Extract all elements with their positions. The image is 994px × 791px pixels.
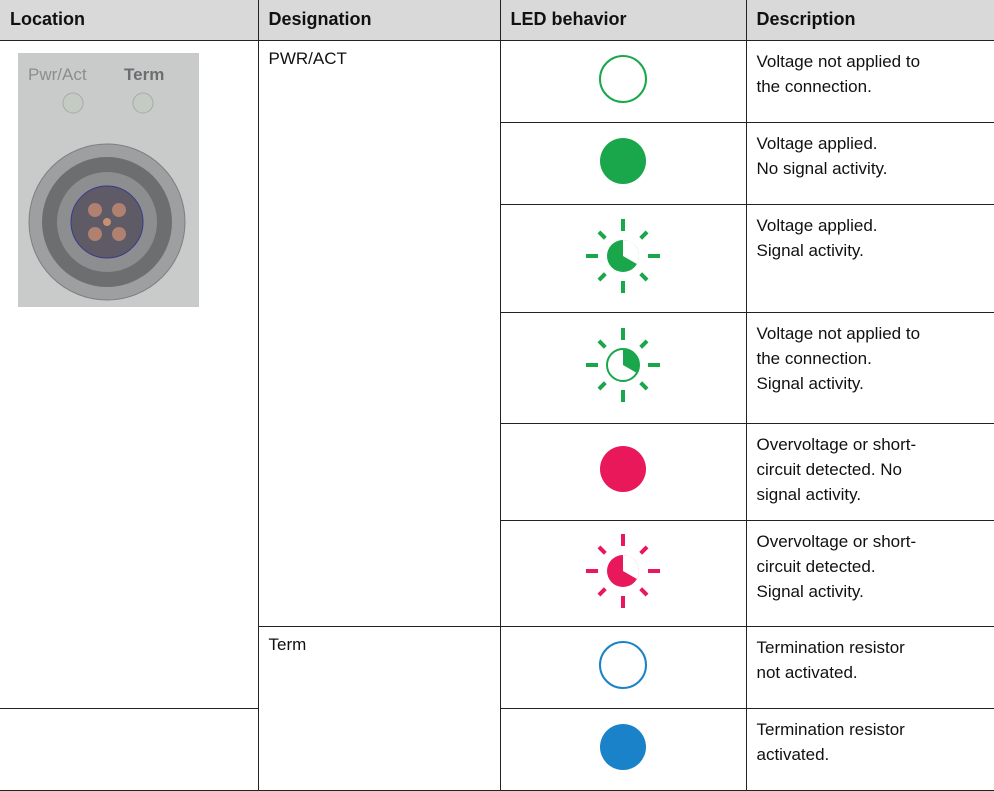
description-cell: Overvoltage or short-circuit detected. N… xyxy=(745,422,994,521)
connector-image: Pwr/Act Term xyxy=(18,52,199,307)
description-line: the connection. xyxy=(756,76,872,96)
description-cell: Voltage applied. Signal activity. xyxy=(745,203,994,313)
description-line: Signal activity. xyxy=(756,373,864,393)
led-pwr xyxy=(62,92,84,113)
led-cell xyxy=(499,707,747,791)
table-row: Voltage applied. Signal activity. xyxy=(0,203,994,313)
header-cell: Location xyxy=(0,0,259,41)
header-cell: Designation xyxy=(257,0,501,41)
description-cell: Voltage not applied to the connection. xyxy=(745,39,994,123)
table-row: Pwr/Act Term PWR/ACT Voltage not applied … xyxy=(0,39,994,709)
description-line: No signal activity. xyxy=(756,158,888,178)
header-cell: LED behavior xyxy=(499,0,747,41)
description-line: Termination resistor xyxy=(756,637,905,657)
description-line: Signal activity. xyxy=(756,240,864,260)
led-icon xyxy=(586,328,660,402)
table-row: Voltage applied. No signal activity. xyxy=(0,121,994,205)
description-cell: Termination resistor not activated. xyxy=(745,625,994,709)
pin xyxy=(112,202,126,217)
led-cell xyxy=(499,311,747,424)
description-line: the connection. xyxy=(756,348,872,368)
location-cell: Pwr/Act Term xyxy=(0,39,259,709)
label-term: Term xyxy=(124,65,164,84)
led-icon xyxy=(600,723,646,770)
label-pwr: Pwr/Act xyxy=(28,65,87,84)
led-icon xyxy=(586,533,660,608)
description-line: Signal activity. xyxy=(756,581,864,601)
led-icon xyxy=(600,137,646,184)
led-term xyxy=(132,92,154,113)
location-cell xyxy=(0,707,259,791)
led-cell xyxy=(499,39,747,123)
table-row: Voltage not applied to the connection. Sig… xyxy=(0,311,994,424)
pin xyxy=(88,226,102,241)
table-row: Overvoltage or short-circuit detected. Si… xyxy=(0,519,994,627)
led-cell xyxy=(499,203,747,313)
description-line: Voltage not applied to xyxy=(756,323,921,343)
description-line: Voltage not applied to xyxy=(756,51,921,71)
led-cell xyxy=(499,422,747,521)
description-line: Overvoltage or short- xyxy=(756,531,917,551)
description-line: Termination resistor xyxy=(756,719,905,739)
description-cell: Termination resistor activated. xyxy=(745,707,994,791)
led-cell xyxy=(499,519,747,627)
description-line: Overvoltage or short- xyxy=(756,434,917,454)
description-line: circuit detected. No xyxy=(756,459,903,479)
designation-cell: PWR/ACT xyxy=(257,39,501,627)
table-row: Overvoltage or short-circuit detected. N… xyxy=(0,422,994,521)
description-cell: Voltage not applied to the connection. Sig… xyxy=(745,311,994,424)
led-cell xyxy=(499,121,747,205)
designation-cell: Term xyxy=(257,625,501,791)
description-line: not activated. xyxy=(756,662,858,682)
led-cell xyxy=(499,625,747,709)
pin xyxy=(112,226,126,241)
led-icon xyxy=(599,54,647,103)
led-icon xyxy=(600,446,646,492)
led-icon xyxy=(599,640,647,689)
description-line: Voltage applied. xyxy=(756,215,878,235)
header-cell: Description xyxy=(745,0,994,41)
pin xyxy=(103,217,111,226)
pin xyxy=(88,202,102,217)
description-cell: Overvoltage or short-circuit detected. Si… xyxy=(745,519,994,627)
header-row: Location Designation LED behavior Descri… xyxy=(0,0,994,41)
description-line: circuit detected. xyxy=(756,556,876,576)
description-cell: Voltage applied. No signal activity. xyxy=(745,121,994,205)
description-line: Voltage applied. xyxy=(756,133,878,153)
description-line: activated. xyxy=(756,744,830,764)
description-line: signal activity. xyxy=(756,484,862,504)
led-icon xyxy=(586,218,660,293)
